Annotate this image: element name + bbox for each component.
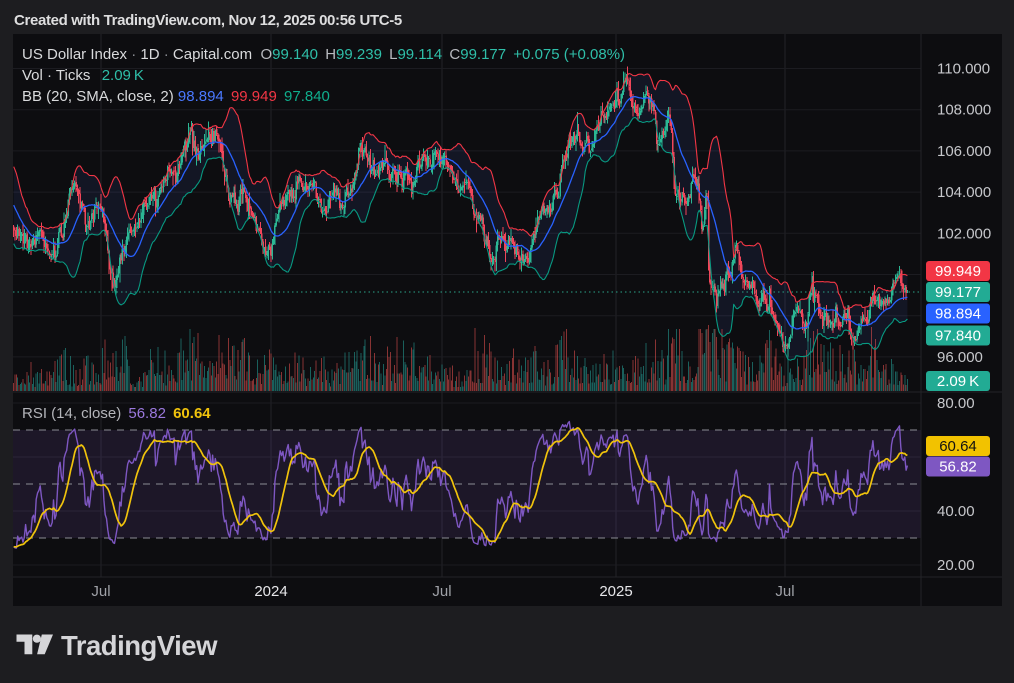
svg-text:2024: 2024	[254, 583, 287, 600]
svg-text:80.00: 80.00	[937, 395, 975, 412]
svg-text:40.00: 40.00	[937, 503, 975, 520]
svg-text:98.894: 98.894	[935, 306, 981, 323]
svg-text:99.949: 99.949	[935, 263, 981, 280]
svg-text:110.000: 110.000	[937, 61, 990, 78]
svg-text:106.000: 106.000	[937, 143, 991, 160]
svg-text:102.000: 102.000	[937, 225, 991, 242]
svg-text:96.000: 96.000	[937, 349, 983, 366]
svg-text:BB (20, SMA, close, 2) 98.894: BB (20, SMA, close, 2) 98.894 99.949 97.…	[22, 88, 330, 105]
svg-text:Jul: Jul	[91, 583, 110, 600]
svg-text:56.82: 56.82	[939, 459, 977, 476]
svg-text:Created with TradingView.com,: Created with TradingView.com, Nov 12, 20…	[14, 12, 402, 29]
svg-text:97.840: 97.840	[935, 328, 981, 345]
svg-text:108.000: 108.000	[937, 102, 991, 119]
svg-text:TradingView: TradingView	[61, 630, 218, 661]
svg-text:99.177: 99.177	[935, 284, 981, 301]
svg-text:Jul: Jul	[432, 583, 451, 600]
svg-text:60.64: 60.64	[939, 438, 977, 455]
svg-text:20.00: 20.00	[937, 557, 975, 574]
svg-text:Vol · Ticks 2.09 K: Vol · Ticks 2.09 K	[22, 67, 144, 84]
svg-text:US Dollar Index · 1D · Capital: US Dollar Index · 1D · Capital.com O99.1…	[22, 46, 625, 63]
svg-text:104.000: 104.000	[937, 184, 991, 201]
svg-text:Jul: Jul	[775, 583, 794, 600]
svg-text:2.09 K: 2.09 K	[937, 373, 979, 390]
svg-text:RSI (14, close) 56.82 60.64: RSI (14, close) 56.82 60.64	[22, 405, 211, 422]
svg-text:2025: 2025	[599, 583, 632, 600]
